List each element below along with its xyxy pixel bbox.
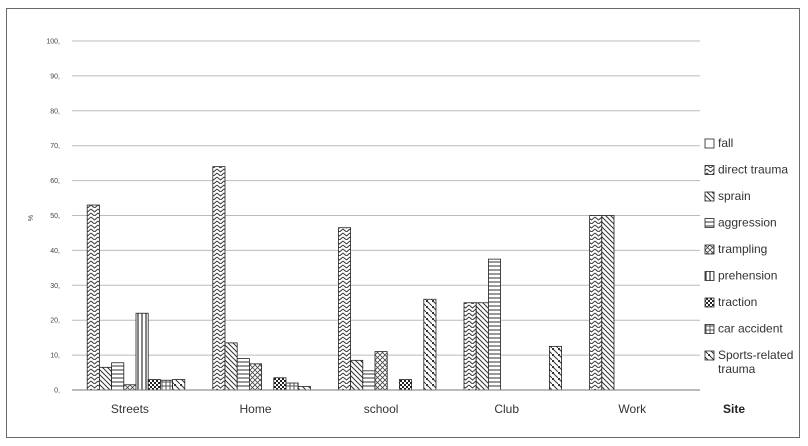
bar-direct-trauma xyxy=(463,302,477,391)
y-tick-label: 10, xyxy=(50,353,60,360)
legend-item: Sports-related trauma xyxy=(704,348,793,376)
legend: fall direct trauma sprain aggression trampli… xyxy=(704,136,793,376)
legend-item: prehension xyxy=(704,269,777,283)
bar-traction xyxy=(398,379,412,391)
legend-label: direct trauma xyxy=(718,163,788,177)
legend-swatch xyxy=(704,297,715,308)
bar-sprain xyxy=(224,342,238,391)
legend-label: Sports-related trauma xyxy=(718,348,793,376)
legend-swatch xyxy=(704,244,715,255)
bar-aggression xyxy=(487,258,501,391)
legend-item: fall xyxy=(704,136,733,150)
bar-sprain xyxy=(475,302,489,391)
bars xyxy=(86,166,615,391)
x-tick-label: school xyxy=(364,402,399,416)
legend-label: prehension xyxy=(718,269,777,283)
bar-direct-trauma xyxy=(337,227,351,391)
bar-sprain xyxy=(350,359,364,391)
legend-label: aggression xyxy=(718,216,777,230)
legend-swatch xyxy=(704,218,715,228)
legend-item: traction xyxy=(704,295,757,309)
bar-trampling xyxy=(374,351,388,391)
legend-swatch xyxy=(704,191,715,202)
bar-sprain xyxy=(601,215,615,391)
y-tick-label: 80, xyxy=(50,108,60,115)
y-axis-title: % xyxy=(28,215,35,221)
bar-traction xyxy=(273,377,287,391)
legend-swatch xyxy=(704,165,715,175)
legend-label: sprain xyxy=(718,189,751,203)
bar-direct-trauma xyxy=(86,204,100,391)
y-tick-label: 40, xyxy=(50,248,60,255)
y-tick-label: 70, xyxy=(50,143,60,150)
bar-traction xyxy=(147,379,161,391)
legend-label: traction xyxy=(718,295,757,309)
bar-direct-trauma xyxy=(589,215,603,391)
y-tick-label: 90, xyxy=(50,73,60,80)
y-tick-label: 100, xyxy=(46,39,60,46)
bar-prehension xyxy=(135,312,149,391)
y-tick-label: 50, xyxy=(50,213,60,220)
bar-car-accident xyxy=(285,382,299,391)
legend-item: trampling xyxy=(704,242,767,256)
legend-label: car accident xyxy=(718,322,783,336)
legend-swatch xyxy=(704,350,715,361)
legend-item: direct trauma xyxy=(704,163,788,177)
bar-sports-related-trauma xyxy=(549,345,563,391)
y-tick-label: 20, xyxy=(50,318,60,325)
legend-swatch xyxy=(704,138,715,149)
bar-sports-related-trauma xyxy=(297,386,311,391)
y-tick-label: 0, xyxy=(54,388,60,395)
y-tick-label: 30, xyxy=(50,283,60,290)
bar-aggression xyxy=(111,362,125,391)
legend-item: aggression xyxy=(704,216,777,230)
legend-item: sprain xyxy=(704,189,751,203)
x-tick-label: Work xyxy=(618,402,647,416)
bar-direct-trauma xyxy=(212,166,226,391)
x-tick-label: Club xyxy=(494,402,519,416)
x-tick-label: Streets xyxy=(111,402,149,416)
legend-label: fall xyxy=(718,136,733,150)
x-axis-title: Site xyxy=(723,402,745,416)
bar-trampling xyxy=(248,363,262,391)
bar-sprain xyxy=(99,366,113,391)
bar-car-accident xyxy=(159,379,173,391)
bar-sports-related-trauma xyxy=(423,298,437,391)
legend-item: car accident xyxy=(704,322,783,336)
x-axis-labels: Streets Home school Club Work xyxy=(111,402,647,416)
bar-aggression xyxy=(362,370,376,391)
legend-label: trampling xyxy=(718,242,767,256)
y-tick-label: 60, xyxy=(50,178,60,185)
legend-swatch xyxy=(704,324,715,334)
bar-aggression xyxy=(236,358,250,391)
bar-trampling xyxy=(123,384,137,391)
bar-sports-related-trauma xyxy=(172,379,186,391)
legend-swatch xyxy=(704,271,715,281)
y-axis-ticks: 0, 10, 20, 30, 40, 50, 60, 70, 80, 90, 100, xyxy=(46,39,60,395)
x-tick-label: Home xyxy=(239,402,271,416)
